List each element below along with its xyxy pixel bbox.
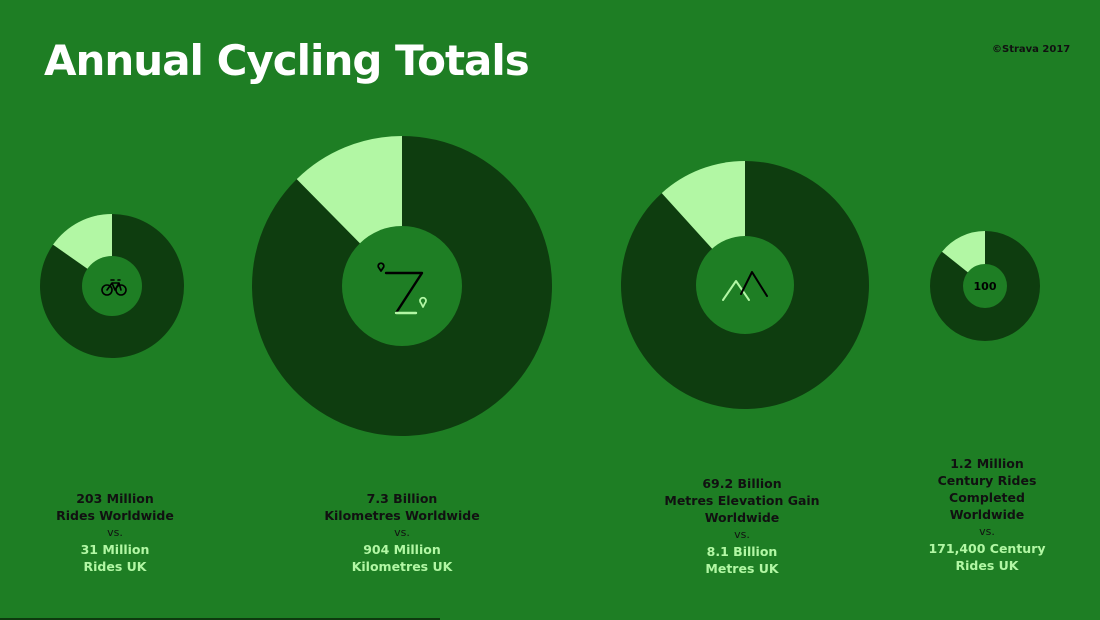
century-100-label: 100 bbox=[974, 280, 997, 293]
route-icon bbox=[377, 262, 427, 315]
donut-hole bbox=[963, 264, 1007, 308]
uk-value: 904 Million Kilometres UK bbox=[351, 542, 453, 574]
chart-title: Annual Cycling Totals bbox=[44, 36, 530, 85]
worldwide-value: 7.3 Billion Kilometres Worldwide bbox=[324, 491, 480, 523]
donut-hole bbox=[82, 256, 142, 316]
uk-value: 171,400 Century Rides UK bbox=[928, 541, 1046, 573]
worldwide-value: 203 Million Rides Worldwide bbox=[56, 491, 174, 523]
donut-distance bbox=[251, 136, 552, 437]
donut-rides bbox=[40, 214, 184, 358]
vs-label: vs. bbox=[734, 528, 750, 541]
bottom-divider bbox=[0, 618, 440, 620]
donut-hole bbox=[342, 226, 462, 346]
vs-label: vs. bbox=[979, 525, 995, 538]
caption-rides: 203 Million Rides Worldwide vs. 31 Milli… bbox=[10, 490, 220, 575]
worldwide-value: 1.2 Million Century Rides Completed Worl… bbox=[937, 456, 1037, 522]
mountain-icon bbox=[722, 271, 768, 301]
donut-elevation bbox=[620, 161, 870, 409]
vs-label: vs. bbox=[394, 526, 410, 539]
uk-value: 31 Million Rides UK bbox=[80, 542, 150, 574]
bicycle-icon bbox=[101, 279, 127, 296]
caption-distance: 7.3 Billion Kilometres Worldwide vs. 904… bbox=[297, 490, 507, 575]
worldwide-value: 69.2 Billion Metres Elevation Gain World… bbox=[664, 476, 820, 525]
vs-label: vs. bbox=[107, 526, 123, 539]
uk-value: 8.1 Billion Metres UK bbox=[705, 544, 779, 576]
caption-elevation: 69.2 Billion Metres Elevation Gain World… bbox=[637, 475, 847, 577]
copyright-notice: ©Strava 2017 bbox=[992, 44, 1071, 55]
donut-century-rides: 100 bbox=[930, 231, 1041, 341]
caption-century-rides: 1.2 Million Century Rides Completed Worl… bbox=[882, 455, 1092, 574]
